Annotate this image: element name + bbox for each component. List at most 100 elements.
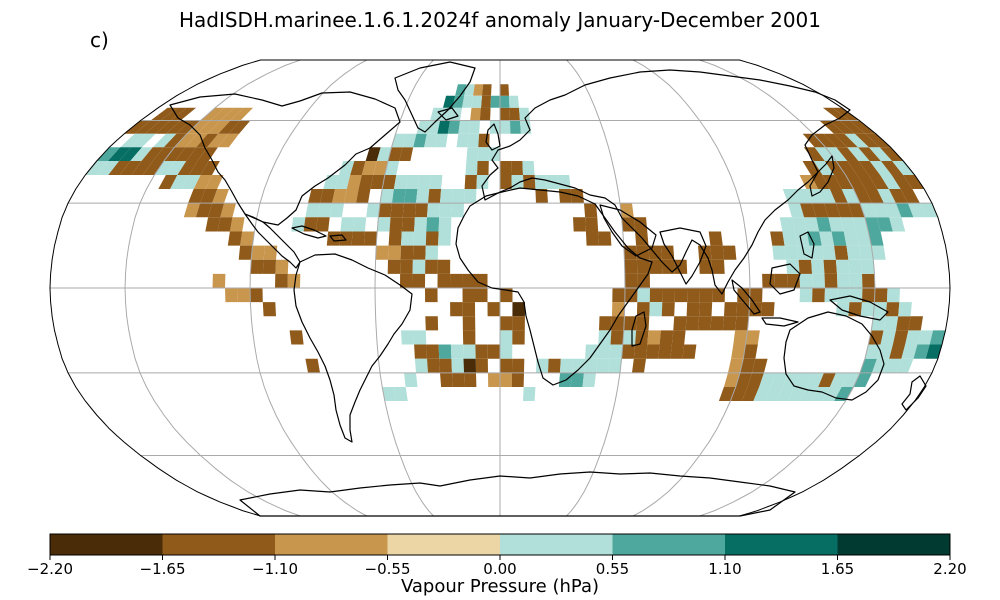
anomaly-cell (388, 147, 403, 161)
anomaly-cell (391, 133, 407, 148)
anomaly-cell (670, 344, 685, 359)
anomaly-cell (699, 259, 713, 274)
anomaly-cell (439, 358, 452, 373)
anomaly-cell (662, 288, 675, 303)
anomaly-cell (475, 358, 488, 373)
anomaly-cell (320, 189, 335, 204)
anomaly-cell (124, 120, 151, 134)
anomaly-cell (816, 217, 832, 232)
anomaly-cell (238, 245, 253, 260)
anomaly-cell (220, 107, 244, 121)
anomaly-cell (145, 120, 171, 134)
anomaly-cell (183, 203, 200, 218)
anomaly-cell (869, 161, 892, 175)
anomaly-cell (908, 316, 923, 331)
colorbar-tick-label: 1.10 (708, 560, 741, 578)
anomaly-cell (874, 288, 888, 303)
anomaly-cell (463, 344, 476, 359)
anomaly-cell (152, 133, 177, 148)
coastline-africa (455, 187, 653, 386)
anomaly-cell (500, 372, 512, 387)
anomaly-cell (237, 288, 251, 303)
anomaly-cell (772, 245, 787, 260)
anomaly-cell (438, 217, 452, 232)
colorbar-label: Vapour Pressure (hPa) (400, 576, 600, 597)
anomaly-cell (402, 133, 417, 148)
anomaly-cell (687, 288, 700, 303)
anomaly-cell (884, 203, 902, 218)
anomaly-cell (860, 259, 875, 274)
anomaly-cell (477, 147, 490, 161)
anomaly-cell (879, 147, 904, 161)
anomaly-cell (901, 344, 918, 359)
anomaly-cell (152, 147, 175, 161)
anomaly-cell (240, 231, 255, 246)
anomaly-cell (798, 259, 813, 274)
anomaly-cell (877, 189, 896, 204)
anomaly-cell (155, 120, 181, 134)
anomaly-cell (819, 231, 835, 246)
anomaly-cell (212, 273, 226, 288)
anomaly-cell (414, 358, 428, 373)
anomaly-cell (384, 161, 400, 175)
anomaly-cell (197, 147, 218, 161)
anomaly-cell (250, 259, 264, 274)
anomaly-cell (598, 231, 612, 246)
anomaly-cell (346, 175, 362, 189)
anomaly-cell (365, 147, 381, 161)
anomaly-cell (510, 120, 521, 134)
anomaly-cell (824, 273, 838, 288)
anomaly-cell (596, 358, 610, 373)
anomaly-cell (813, 133, 837, 148)
anomaly-cell (896, 203, 914, 218)
anomaly-cell (230, 107, 254, 121)
anomaly-cell (414, 344, 427, 359)
anomaly-cell (141, 147, 164, 161)
anomaly-cell (674, 288, 688, 303)
anomaly-cell (620, 203, 634, 218)
anomaly-cell (674, 259, 688, 274)
anomaly-cell (834, 133, 858, 148)
anomaly-cell (471, 95, 482, 108)
anomaly-cell (289, 330, 304, 345)
anomaly-cell (889, 344, 906, 359)
anomaly-cell (366, 203, 380, 218)
anomaly-cell (860, 203, 877, 218)
anomaly-cell (488, 372, 500, 387)
anomaly-cell (456, 133, 469, 148)
anomaly-cell (413, 133, 427, 148)
anomaly-cell (315, 217, 330, 232)
anomaly-cell (735, 316, 749, 331)
anomaly-cell (824, 203, 841, 218)
anomaly-cell (170, 175, 189, 189)
anomaly-cell (597, 344, 611, 359)
anomaly-cell (487, 344, 500, 359)
anomaly-cell (225, 288, 238, 303)
anomaly-cell (275, 273, 288, 288)
anomaly-cell (854, 133, 880, 148)
anomaly-cell (188, 189, 206, 204)
anomaly-cell (509, 107, 520, 121)
anomaly-cell (340, 217, 355, 232)
colorbar-tick-label: −1.10 (252, 560, 298, 578)
anomaly-cell (584, 203, 598, 218)
anomaly-cell (824, 161, 846, 175)
anomaly-cell (262, 302, 276, 317)
anomaly-cell (610, 330, 624, 345)
anomaly-cell (612, 302, 625, 317)
anomaly-cell (338, 161, 355, 175)
anomaly-cell (891, 175, 913, 189)
anomaly-cell (404, 372, 418, 387)
anomaly-cell (880, 175, 901, 189)
anomaly-cell (177, 161, 198, 175)
anomaly-cell (818, 189, 836, 204)
anomaly-cell (813, 161, 835, 175)
anomaly-cell (843, 231, 859, 246)
anomaly-cell (822, 387, 842, 401)
anomaly-cell (770, 231, 785, 246)
anomaly-cell (452, 372, 465, 387)
anomaly-cell (570, 372, 584, 387)
anomaly-cell (523, 387, 536, 401)
coastline-india (659, 227, 707, 285)
anomaly-cell (425, 316, 439, 331)
